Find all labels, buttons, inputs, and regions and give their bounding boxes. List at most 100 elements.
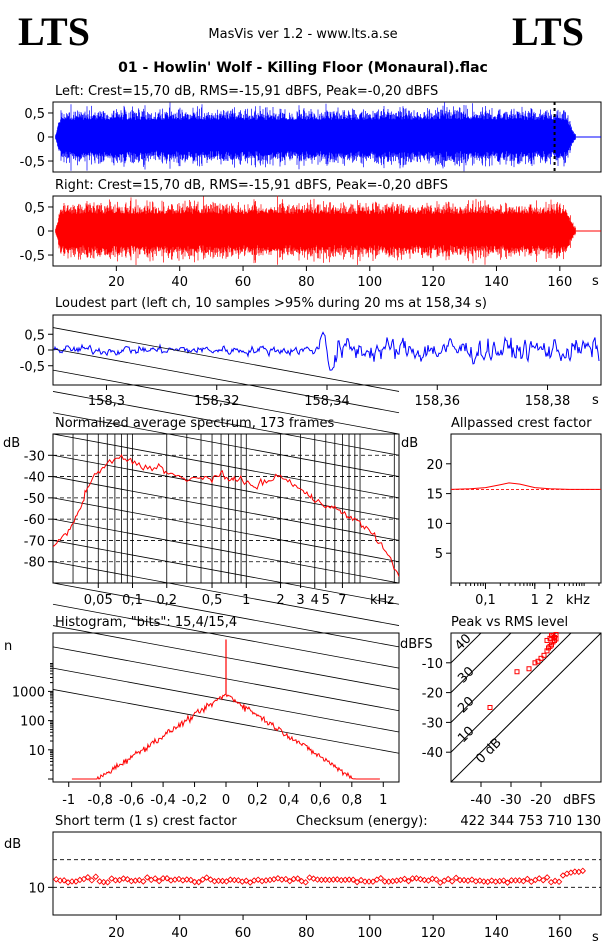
ytick-label: -70 — [24, 534, 45, 549]
xtick-label: 0,1 — [122, 593, 143, 608]
xtick-label: -40 — [470, 793, 491, 808]
crest-point — [334, 876, 341, 883]
crest-point — [417, 875, 424, 883]
ytick-label: -0,5 — [20, 249, 45, 264]
ytick-label: 0,5 — [24, 107, 45, 122]
xtick-label: 7 — [338, 593, 346, 608]
crest-point — [235, 877, 242, 884]
crest-point — [543, 874, 551, 881]
loudest-trace — [53, 331, 600, 371]
ytick-label: 10 — [28, 744, 45, 759]
ytick-label: -50 — [24, 492, 45, 507]
scatter-point — [544, 637, 550, 643]
crest-point — [504, 879, 511, 886]
crest-point — [92, 873, 99, 880]
crest-point — [84, 874, 92, 881]
ytick-label: -80 — [24, 556, 45, 571]
crest-point — [298, 877, 305, 885]
spectrum-chart: -30 -40 -50 -60 -70 -80 0,05 0,1 0,2 0,5 1 2 3 4 5 7 — [24, 327, 400, 754]
scatter-point — [535, 658, 541, 664]
crest-point — [349, 876, 357, 883]
ytick-label: 5 — [435, 547, 443, 562]
crest-point — [124, 876, 131, 883]
peak-rms-ylabel: dBFS — [400, 637, 433, 652]
crest-point — [140, 878, 147, 885]
crest-point — [322, 876, 329, 883]
spectrum-slope-line — [52, 603, 400, 669]
peak-vs-rms-chart: 40 30 20 100 dB -10 -20 -30 -40 -40 -30 -20 — [422, 631, 601, 808]
ytick-label: -40 — [24, 471, 45, 486]
xtick-label: 4 — [311, 593, 319, 608]
scatter-point — [487, 705, 493, 710]
diagonal-label: 20 — [455, 694, 477, 716]
diagonal-label: 0 dB — [473, 735, 505, 767]
crest-point — [516, 877, 523, 884]
crest-point — [488, 877, 495, 884]
crest-point — [195, 878, 202, 886]
crest-point — [183, 876, 191, 883]
xtick-label: 0,1 — [475, 593, 496, 608]
crest-point — [310, 875, 317, 882]
crest-point — [369, 878, 377, 885]
crest-point — [381, 878, 389, 885]
crest-point — [60, 877, 68, 884]
spectrum-xunit: kHz — [370, 593, 394, 608]
crest-point — [108, 875, 115, 882]
crest-point — [187, 876, 195, 884]
xtick-label: 140 — [484, 275, 509, 290]
crest-point — [215, 877, 222, 885]
crest-point — [231, 876, 238, 884]
xtick-label: 1 — [242, 593, 250, 608]
crest-point — [539, 876, 547, 884]
crest-point — [579, 867, 587, 875]
spectrum-slope-line — [52, 540, 400, 605]
xtick-label: 140 — [484, 926, 509, 941]
crest-point — [286, 877, 294, 885]
xtick-label: 0,8 — [341, 793, 362, 808]
crest-point — [155, 877, 163, 885]
xtick-label: 120 — [421, 275, 446, 290]
crest-point — [452, 874, 460, 882]
xtick-label: 20 — [108, 275, 125, 290]
xtick-label: 2 — [276, 593, 284, 608]
loudest-xunit: s — [592, 393, 599, 408]
spectrum-slope-line — [52, 561, 400, 626]
crest-point — [353, 878, 361, 886]
crest-point — [314, 876, 321, 883]
crest-point — [302, 879, 309, 886]
xtick-label: 0,5 — [202, 593, 223, 608]
crest-point — [151, 875, 159, 882]
spectrum-slope-line — [52, 497, 400, 563]
checksum-value: 422 344 753 710 130 — [460, 814, 601, 829]
crest-point — [535, 875, 543, 882]
xtick-label: -0,2 — [182, 793, 207, 808]
xtick-label: 0,2 — [156, 593, 177, 608]
xtick-label: 80 — [298, 926, 315, 941]
scatter-point — [526, 666, 532, 672]
xtick-label: 1 — [531, 593, 539, 608]
crest-point — [199, 876, 206, 883]
histogram-trace — [71, 693, 380, 780]
crest-point — [357, 876, 365, 884]
peak-vs-rms-frame — [450, 632, 602, 783]
xtick-label: -0,4 — [150, 793, 175, 808]
crest-point — [306, 874, 313, 881]
xtick-label: -0,6 — [119, 793, 144, 808]
xtick-label: -20 — [530, 793, 551, 808]
crest-point — [120, 875, 127, 882]
ytick-label: -40 — [422, 746, 443, 761]
waveform-trace — [55, 195, 576, 265]
xtick-label: 60 — [235, 275, 252, 290]
ytick-label: -10 — [422, 657, 443, 672]
xtick-label: -30 — [500, 793, 521, 808]
crest-point — [219, 877, 226, 885]
xtick-label: 160 — [547, 275, 572, 290]
xtick-label: kHz — [566, 593, 590, 608]
ytick-label: 100 — [20, 715, 45, 730]
xtick-label: -0,8 — [87, 793, 112, 808]
scatter-point — [514, 669, 520, 675]
crest-point — [274, 875, 282, 882]
crest-point — [254, 876, 262, 883]
ytick-label: 10 — [28, 881, 45, 896]
logo-left: LTS — [18, 9, 90, 54]
